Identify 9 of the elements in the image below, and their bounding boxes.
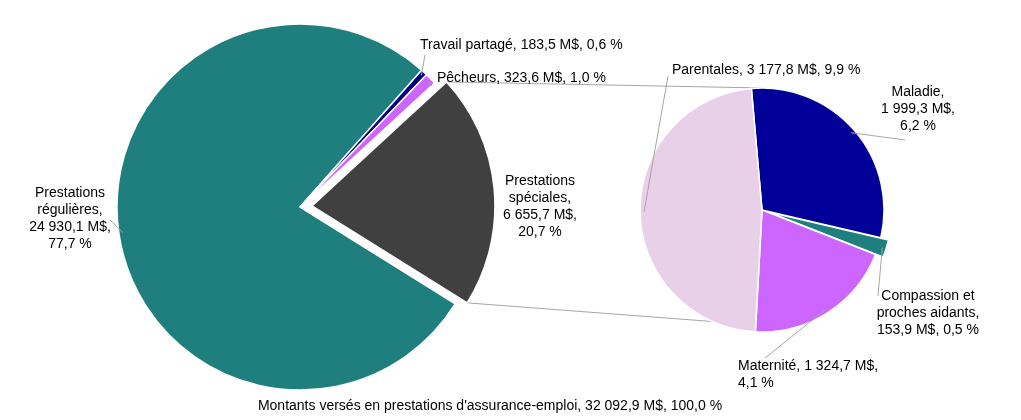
slice-label: Prestations régulières, 24 930,1 M$, 77,7 % (29, 184, 111, 251)
slice-label: Maternité, 1 324,7 M$, 4,1 % (738, 357, 879, 390)
text: Montants versés en prestations d'assurance-emploi, 32 092,9 M$, 100,0 % (257, 397, 723, 413)
slice-label: Parentales, 3 177,8 M$, 9,9 % (672, 61, 861, 77)
slice-label: Pêcheurs, 323,6 M$, 1,0 % (437, 69, 606, 85)
slice-label: Compassion et proches aidants, 153,9 M$, 0,5 % (876, 287, 980, 337)
slice-label: Maladie, 1 999,3 M$, 6,2 % (881, 83, 955, 133)
slice-label: Travail partagé, 183,5 M$, 0,6 % (420, 36, 623, 52)
slice-label: Prestations spéciales, 6 655,7 M$, 20,7 % (503, 172, 577, 239)
